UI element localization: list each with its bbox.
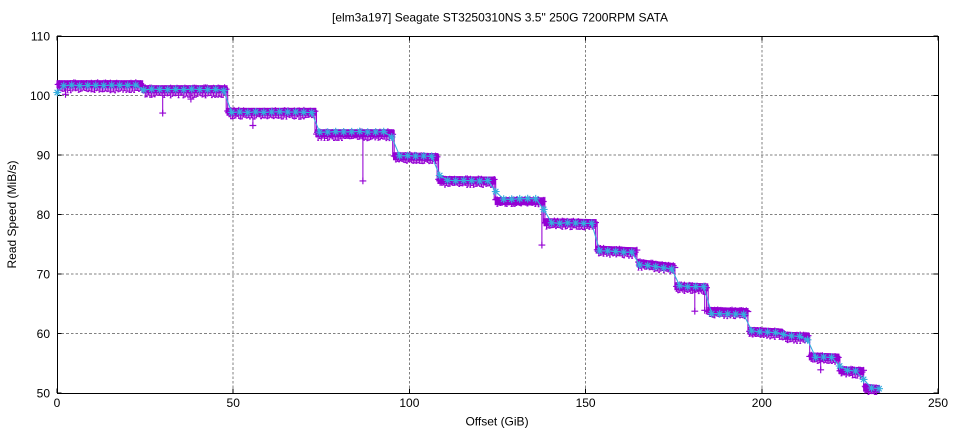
svg-text:[elm3a197] Seagate ST3250310NS: [elm3a197] Seagate ST3250310NS 3.5" 250G…: [332, 11, 668, 25]
svg-text:250: 250: [928, 396, 948, 410]
svg-text:Offset (GiB): Offset (GiB): [465, 415, 528, 429]
svg-text:100: 100: [399, 396, 419, 410]
svg-text:100: 100: [30, 89, 50, 103]
svg-text:110: 110: [31, 29, 50, 43]
svg-text:200: 200: [752, 396, 772, 410]
svg-text:50: 50: [227, 396, 241, 410]
svg-text:80: 80: [37, 208, 51, 222]
svg-text:50: 50: [37, 386, 51, 400]
svg-text:Read Speed (MiB/s): Read Speed (MiB/s): [5, 160, 19, 268]
svg-text:150: 150: [576, 396, 596, 410]
svg-text:90: 90: [37, 148, 51, 162]
svg-text:0: 0: [54, 396, 61, 410]
svg-text:60: 60: [37, 327, 51, 341]
svg-text:70: 70: [37, 267, 51, 281]
